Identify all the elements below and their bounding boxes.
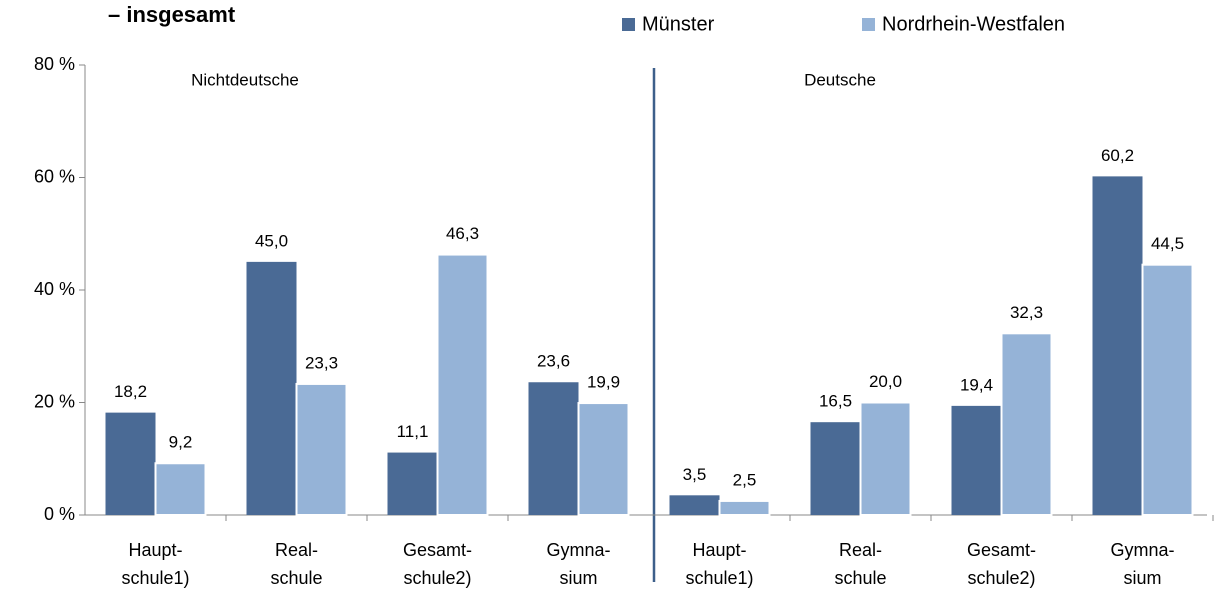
value-label: 3,5 (683, 465, 707, 484)
bar (859, 401, 912, 516)
bar (669, 495, 720, 515)
bar (1000, 332, 1053, 516)
value-label: 46,3 (446, 224, 479, 243)
legend-swatch (622, 18, 635, 31)
bar (436, 253, 489, 516)
bar (951, 405, 1002, 515)
value-label: 19,4 (960, 375, 993, 394)
legend-swatch (862, 18, 875, 31)
group-label: Nichtdeutsche (191, 70, 299, 89)
bar (387, 452, 438, 515)
bar (810, 422, 861, 515)
bar (528, 382, 579, 515)
chart-title: – insgesamt (108, 2, 236, 27)
x-tick-label: Haupt- (128, 540, 182, 560)
x-tick-label: schule2) (403, 568, 471, 588)
bar (1141, 263, 1194, 516)
x-tick-label: Real- (275, 540, 318, 560)
bar (105, 412, 156, 515)
bar (295, 382, 348, 516)
value-label: 45,0 (255, 231, 288, 250)
y-tick-label: 0 % (44, 504, 75, 524)
bar (1092, 176, 1143, 515)
legend-label: Nordrhein-Westfalen (882, 13, 1065, 35)
value-label: 44,5 (1151, 234, 1184, 253)
value-label: 19,9 (587, 373, 620, 392)
x-tick-label: Real- (839, 540, 882, 560)
value-label: 9,2 (169, 433, 193, 452)
x-tick-label: Haupt- (692, 540, 746, 560)
x-tick-label: schule (270, 568, 322, 588)
y-tick-label: 40 % (34, 279, 75, 299)
value-label: 18,2 (114, 382, 147, 401)
x-tick-label: Gymna- (546, 540, 610, 560)
x-tick-label: schule1) (685, 568, 753, 588)
value-label: 11,1 (397, 422, 429, 441)
value-label: 16,5 (819, 392, 852, 411)
bar (246, 261, 297, 515)
value-label: 20,0 (869, 372, 902, 391)
x-tick-label: schule2) (967, 568, 1035, 588)
value-label: 23,6 (537, 352, 570, 371)
group-label: Deutsche (804, 70, 876, 89)
bar (154, 462, 207, 516)
y-tick-label: 80 % (34, 54, 75, 74)
value-label: 32,3 (1010, 303, 1043, 322)
bar (718, 499, 771, 516)
value-label: 23,3 (305, 353, 338, 372)
x-tick-label: Gesamt- (403, 540, 472, 560)
value-label: 60,2 (1101, 146, 1134, 165)
x-tick-label: schule1) (121, 568, 189, 588)
x-tick-label: sium (559, 568, 597, 588)
x-tick-label: Gymna- (1110, 540, 1174, 560)
y-tick-label: 20 % (34, 391, 75, 411)
bar (577, 402, 630, 516)
x-tick-label: schule (834, 568, 886, 588)
x-tick-label: sium (1123, 568, 1161, 588)
legend-label: Münster (642, 13, 715, 35)
y-tick-label: 60 % (34, 166, 75, 186)
x-tick-label: Gesamt- (967, 540, 1036, 560)
value-label: 2,5 (733, 470, 757, 489)
